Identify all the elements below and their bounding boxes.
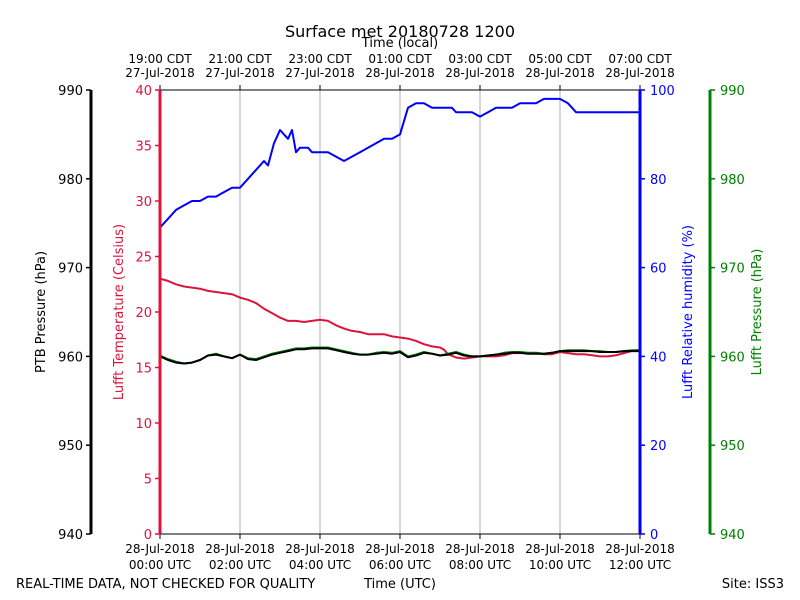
site-label: Site: ISS3 [722, 577, 784, 592]
temp-axis-tick-label: 35 [135, 140, 152, 155]
rh-axis-tick-label: 60 [650, 262, 667, 277]
temp-axis-tick-label: 25 [135, 251, 152, 266]
y-axes: 940 950 960 970 980 990 0 5 10 15 20 25 30 35 40 0 20 40 6… [34, 84, 765, 543]
lp-axis-tick-label: 960 [720, 350, 745, 365]
bottom-x-tick-time: 04:00 UTC [289, 558, 351, 572]
rh-axis-tick-label: 40 [650, 350, 667, 365]
lp-axis-tick-label: 950 [720, 439, 745, 454]
top-x-tick-time: 01:00 CDT [368, 52, 432, 66]
top-x-tick-time: 07:00 CDT [608, 52, 672, 66]
quality-disclaimer: REAL-TIME DATA, NOT CHECKED FOR QUALITY [16, 577, 315, 592]
rh-axis-tick-label: 80 [650, 173, 667, 188]
bottom-x-tick-date: 28-Jul-2018 [445, 542, 515, 556]
bottom-x-tick-time: 08:00 UTC [449, 558, 511, 572]
top-x-tick-time: 05:00 CDT [528, 52, 592, 66]
bottom-x-tick-time: 10:00 UTC [529, 558, 591, 572]
temp-axis-tick-label: 20 [135, 306, 152, 321]
top-x-tick-date: 27-Jul-2018 [205, 66, 275, 80]
lp-axis-tick-label: 990 [720, 84, 745, 99]
bottom-x-tick-time: 12:00 UTC [609, 558, 671, 572]
top-x-tick-date: 27-Jul-2018 [285, 66, 355, 80]
bottom-x-tick-time: 02:00 UTC [209, 558, 271, 572]
ptb-axis-tick-label: 980 [58, 173, 83, 188]
bottom-x-tick-date: 28-Jul-2018 [365, 542, 435, 556]
rh-axis-tick-label: 0 [650, 528, 658, 543]
top-x-tick-date: 27-Jul-2018 [125, 66, 195, 80]
bottom-x-tick-time: 00:00 UTC [129, 558, 191, 572]
top-x-tick-time: 21:00 CDT [208, 52, 272, 66]
ptb-axis-tick-label: 960 [58, 350, 83, 365]
rh-series-line [159, 97, 641, 229]
temp-axis-tick-label: 30 [135, 195, 152, 210]
ptb-axis-tick-label: 950 [58, 439, 83, 454]
top-x-tick-date: 28-Jul-2018 [445, 66, 515, 80]
top-axis-label: Time (local) [361, 36, 438, 51]
bottom-x-tick-date: 28-Jul-2018 [605, 542, 675, 556]
ptb-axis-tick-label: 990 [58, 84, 83, 99]
lp-axis-label: Lufft Pressure (hPa) [750, 249, 765, 376]
bottom-x-tick-date: 28-Jul-2018 [205, 542, 275, 556]
ptb-axis-tick-label: 940 [58, 528, 83, 543]
lp-axis-tick-label: 940 [720, 528, 745, 543]
rh-axis-tick-label: 100 [650, 84, 675, 99]
top-x-tick-date: 28-Jul-2018 [365, 66, 435, 80]
temp-axis-tick-label: 15 [135, 362, 152, 377]
bottom-x-tick-date: 28-Jul-2018 [125, 542, 195, 556]
top-x-tick-date: 28-Jul-2018 [605, 66, 675, 80]
bottom-x-tick-date: 28-Jul-2018 [525, 542, 595, 556]
bottom-axis-label: Time (UTC) [363, 577, 436, 592]
rh-axis-tick-label: 20 [650, 439, 667, 454]
lp-axis-tick-label: 980 [720, 173, 745, 188]
temp-axis-tick-label: 10 [135, 417, 152, 432]
top-x-tick-time: 19:00 CDT [128, 52, 192, 66]
bottom-x-tick-date: 28-Jul-2018 [285, 542, 355, 556]
temp-axis-tick-label: 40 [135, 84, 152, 99]
top-x-tick-date: 28-Jul-2018 [525, 66, 595, 80]
vertical-gridlines [239, 90, 561, 534]
top-x-tick-time: 23:00 CDT [288, 52, 352, 66]
chart-title: Surface met 20180728 1200 [285, 22, 515, 41]
temp-axis-label: Lufft Temperature (Celsius) [112, 224, 127, 400]
ptb-axis-label: PTB Pressure (hPa) [34, 251, 49, 373]
temp-axis-tick-label: 0 [144, 528, 152, 543]
top-x-tick-time: 03:00 CDT [448, 52, 512, 66]
ptb-series-line [159, 347, 641, 365]
series-lines [159, 97, 641, 365]
rh-axis-label: Lufft Relative humidity (%) [681, 225, 696, 399]
temp-axis-tick-label: 5 [144, 473, 152, 488]
bottom-x-tick-time: 06:00 UTC [369, 558, 431, 572]
lp-axis-tick-label: 970 [720, 262, 745, 277]
ptb-axis-tick-label: 970 [58, 262, 83, 277]
